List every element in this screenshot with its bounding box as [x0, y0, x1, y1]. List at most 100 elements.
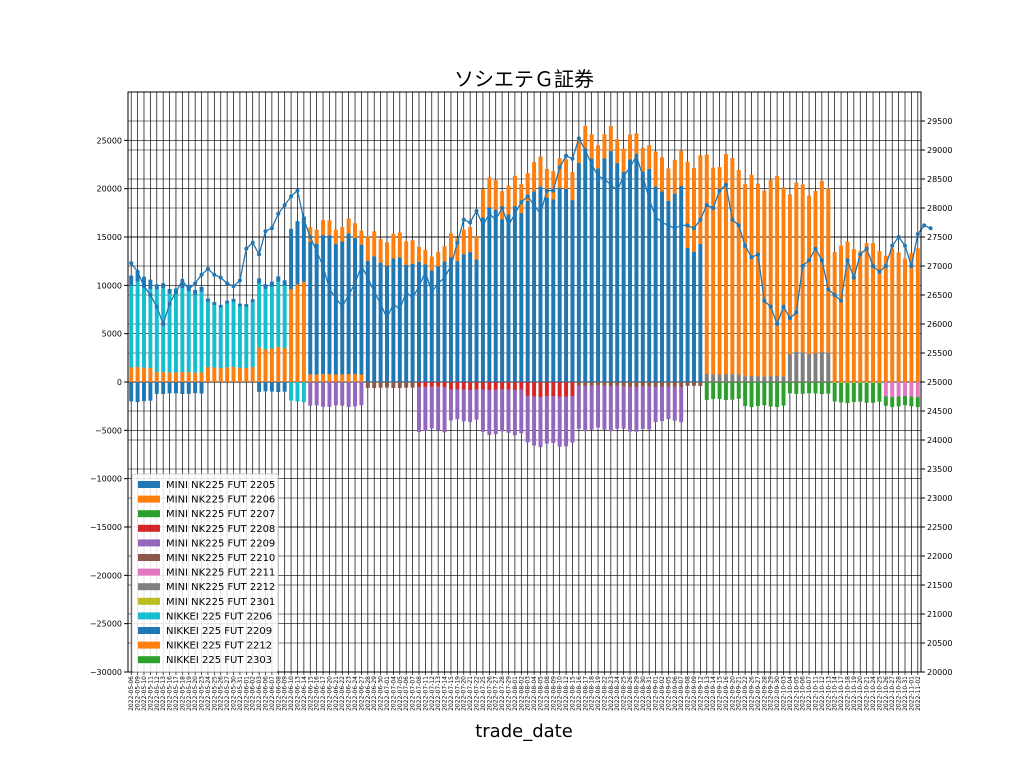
- bar: [762, 376, 767, 382]
- legend-label: MINI NK225 FUT 2211: [166, 568, 275, 579]
- bar: [295, 382, 300, 402]
- x-tick-label: 2022-09-05: [665, 676, 672, 711]
- bar: [167, 382, 172, 394]
- bar: [461, 382, 466, 390]
- bar: [877, 382, 882, 402]
- bar: [346, 233, 351, 374]
- bar: [455, 382, 460, 390]
- bar: [372, 256, 377, 382]
- bar: [877, 251, 882, 382]
- bar: [807, 382, 812, 394]
- bar: [909, 396, 914, 407]
- bar: [896, 396, 901, 407]
- bar: [679, 387, 684, 423]
- x-tick-label: 2022-06-15: [307, 676, 314, 711]
- bar: [691, 167, 696, 252]
- price-point: [928, 226, 933, 231]
- bar: [468, 389, 473, 422]
- bar: [346, 382, 351, 408]
- bar: [468, 252, 473, 382]
- price-point: [602, 177, 607, 181]
- bar: [666, 386, 671, 420]
- bar: [871, 382, 876, 403]
- price-point: [640, 174, 645, 179]
- bar: [628, 159, 633, 382]
- bar: [282, 382, 287, 392]
- price-point: [704, 203, 709, 208]
- bar: [544, 382, 549, 397]
- bar: [660, 386, 664, 422]
- price-point: [813, 246, 818, 251]
- x-tick-label: 2022-09-12: [697, 676, 704, 711]
- bar: [602, 134, 607, 159]
- bar: [519, 213, 524, 382]
- bar: [551, 199, 556, 382]
- x-tick-label: 2022-06-07: [269, 676, 276, 711]
- bar: [640, 147, 645, 172]
- bar: [890, 248, 895, 382]
- legend-label: NIKKEI 225 FUT 2303: [166, 655, 272, 666]
- y-axis-left: −30000 −25000 −20000 −15000 −10000 −5000 0 5000…: [90, 136, 128, 677]
- bar: [832, 382, 837, 383]
- bar: [231, 366, 236, 382]
- legend-label: NIKKEI 225 FUT 2206: [166, 611, 272, 622]
- price-point: [148, 293, 153, 297]
- bar: [436, 382, 441, 387]
- y2-tick-label: 23500: [927, 465, 952, 474]
- legend-box: [131, 473, 279, 673]
- bar: [359, 382, 364, 406]
- y-tick-label: −30000: [90, 668, 122, 677]
- price-point: [263, 229, 268, 234]
- price-point: [781, 304, 786, 309]
- price-point: [423, 269, 428, 274]
- bar: [474, 389, 479, 420]
- bar: [685, 161, 690, 248]
- bar: [807, 195, 812, 355]
- bar: [839, 245, 844, 382]
- x-tick-label: 2022-07-28: [499, 676, 506, 711]
- price-point: [359, 264, 364, 268]
- bar: [698, 244, 703, 382]
- bar: [781, 376, 786, 382]
- price-point: [186, 287, 191, 292]
- price-point: [723, 182, 728, 187]
- bar: [653, 186, 658, 382]
- bar: [685, 382, 690, 386]
- legend-label: MINI NK225 FUT 2210: [166, 553, 275, 564]
- legend-label: NIKKEI 225 FUT 2209: [166, 626, 272, 637]
- x-tick-label: 2022-11-02: [915, 676, 922, 711]
- bar: [263, 284, 268, 289]
- bar: [660, 157, 664, 192]
- bar: [500, 389, 505, 432]
- price-point: [826, 287, 831, 292]
- bar: [819, 181, 824, 352]
- bar: [186, 289, 191, 373]
- x-tick-label: 2022-08-05: [537, 676, 544, 711]
- bar: [480, 189, 485, 218]
- bar: [544, 169, 549, 198]
- price-point: [596, 174, 601, 179]
- bar: [851, 382, 856, 383]
- bar: [480, 382, 485, 390]
- bar: [743, 376, 748, 382]
- bar: [493, 209, 498, 382]
- bar: [704, 374, 709, 382]
- x-tick-label: 2022-08-26: [627, 676, 634, 711]
- x-tick-label: 2022-05-30: [231, 676, 238, 711]
- bar: [640, 171, 645, 382]
- bar: [448, 389, 453, 421]
- bar: [397, 257, 402, 382]
- bar: [679, 150, 684, 187]
- bar: [813, 353, 818, 382]
- y-tick-label: 20000: [97, 185, 122, 194]
- bar: [442, 261, 447, 382]
- price-point: [749, 255, 754, 260]
- x-tick-label: 2022-06-21: [333, 676, 340, 711]
- price-point: [583, 148, 588, 152]
- price-point: [129, 261, 134, 266]
- x-tick-label: 2022-05-25: [211, 676, 218, 711]
- bar: [730, 382, 735, 400]
- x-tick-label: 2022-06-13: [294, 676, 301, 711]
- bar: [180, 372, 185, 382]
- price-point: [448, 264, 453, 268]
